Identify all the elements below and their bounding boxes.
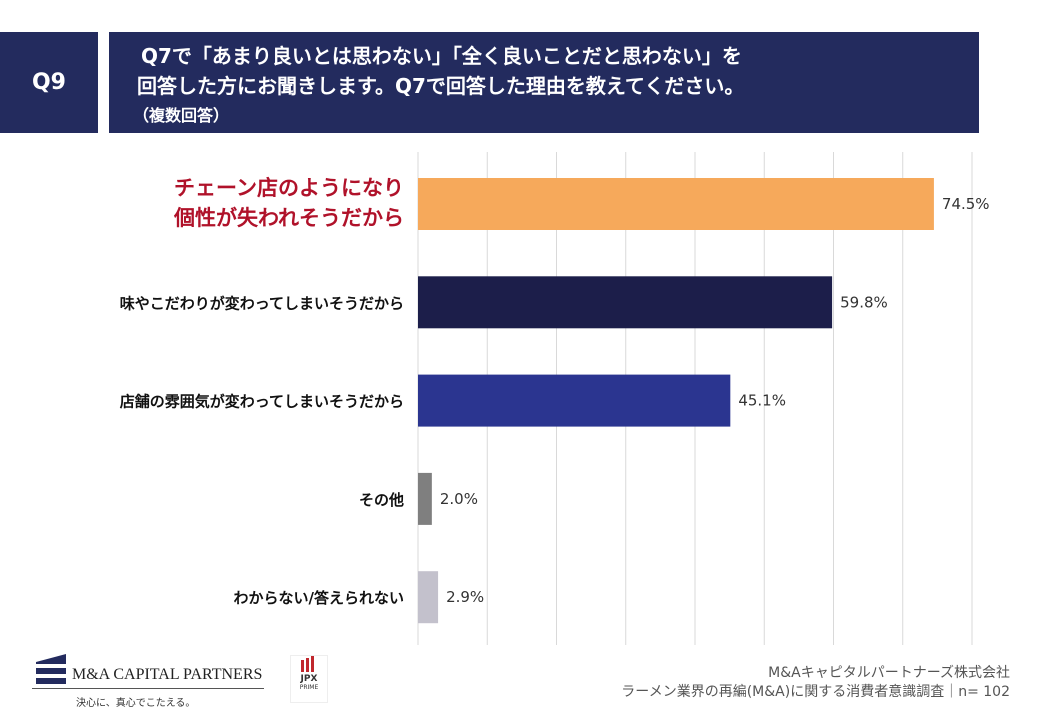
bar — [418, 276, 833, 329]
category-label: 味やこだわりが変わってしまいそうだから — [120, 294, 404, 312]
jpx-prime-logo: JPX PRIME — [290, 655, 328, 703]
logo-mark-icon — [36, 654, 66, 684]
data-label: 74.5% — [942, 195, 990, 213]
title-line-3: （複数回答） — [133, 106, 230, 125]
footer-survey: ラーメン業界の再編(M&A)に関する消費者意識調査｜n= 102 — [621, 684, 1010, 700]
jpx-label: JPX — [300, 674, 318, 684]
category-label: わからない/答えられない — [234, 589, 404, 607]
footer-source: M&Aキャピタルパートナーズ株式会社 ラーメン業界の再編(M&A)に関する消費者… — [621, 664, 1010, 702]
logo-name: M&A CAPITAL PARTNERS — [72, 666, 263, 683]
footer-company: M&Aキャピタルパートナーズ株式会社 — [768, 665, 1010, 681]
jpx-sub: PRIME — [299, 684, 319, 691]
category-label: 店舗の雰囲気が変わってしまいそうだから — [120, 393, 404, 411]
category-label: チェーン店のようになり — [174, 176, 404, 200]
category-label: 個性が失われそうだから — [173, 206, 404, 230]
title-line-1: Q7で「あまり良いとは思わない」「全く良いことだと思わない」を — [141, 44, 742, 68]
bar — [418, 571, 439, 624]
data-label: 59.8% — [840, 293, 888, 311]
title-line-2: 回答した方にお聞きします。Q7で回答した理由を教えてください。 — [137, 74, 745, 98]
company-logo: M&A CAPITAL PARTNERS 決心に、真心でこたえる。 — [32, 654, 264, 709]
bar — [418, 374, 731, 427]
category-label: その他 — [359, 491, 404, 509]
data-label: 2.0% — [440, 490, 478, 508]
question-number: Q9 — [0, 32, 98, 133]
data-label: 45.1% — [738, 392, 786, 410]
logo-tagline: 決心に、真心でこたえる。 — [76, 698, 196, 709]
bar — [418, 472, 432, 525]
data-label: 2.9% — [446, 588, 484, 606]
jpx-mark-icon — [301, 656, 314, 672]
question-title: Q7で「あまり良いとは思わない」「全く良いことだと思わない」を 回答した方にお聞… — [109, 32, 979, 133]
bar — [418, 178, 934, 230]
